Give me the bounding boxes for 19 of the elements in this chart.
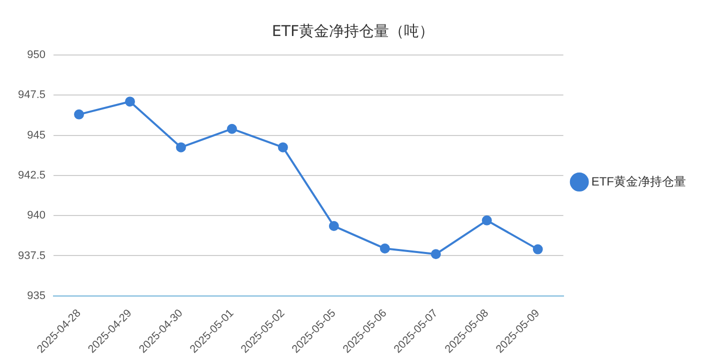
chart-title: ETF黄金净持仓量（吨） [272,22,434,40]
y-tick-label: 940 [27,210,46,222]
y-tick-label: 942.5 [18,169,46,182]
point [125,96,135,107]
y-tick-label: 935 [27,290,46,302]
y-tick-label: 937.5 [18,250,46,262]
point [380,244,390,254]
point [430,249,441,260]
point [278,142,288,152]
point [482,215,492,226]
legend-label: ETF黄金净持仓量 [591,174,686,188]
y-tick-label: 950 [27,49,46,62]
point [328,221,339,232]
y-tick-label: 945 [27,129,46,142]
y-tick-label: 947.5 [18,89,46,102]
point [532,244,543,254]
point [226,124,237,134]
point [176,142,186,152]
point [74,109,84,120]
